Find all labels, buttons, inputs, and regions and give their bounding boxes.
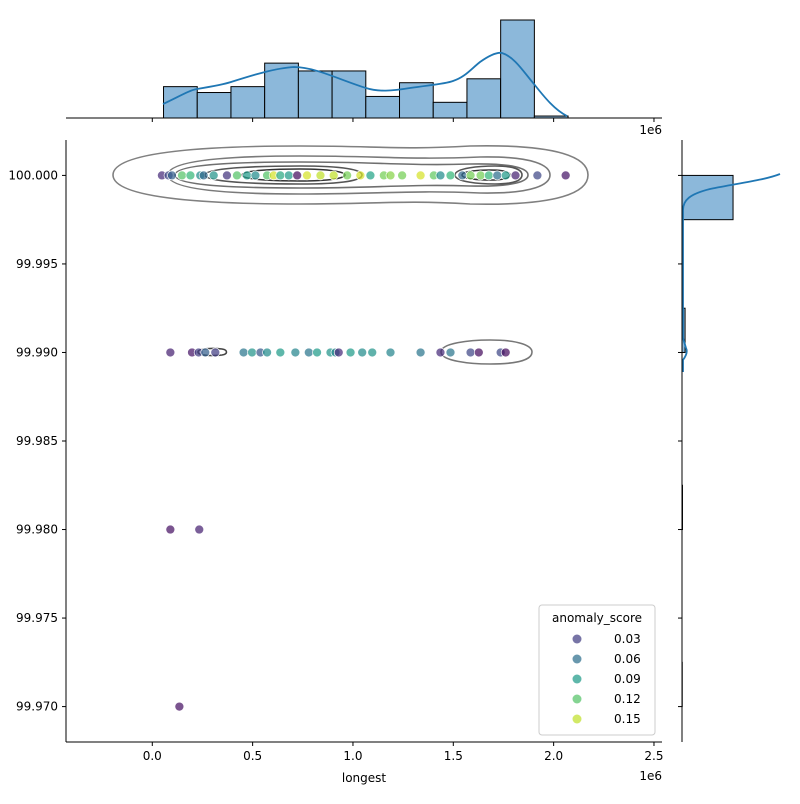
x-tick-label: 1.5 [444,749,463,763]
histogram-bar [366,96,400,118]
scatter-point [166,348,175,357]
scatter-point [304,348,313,357]
scatter-point [251,171,260,180]
y-tick-label: 99.985 [16,434,58,448]
legend-label: 0.09 [614,672,641,686]
scatter-point [195,525,204,534]
histogram-bar [433,102,467,118]
scatter-point [366,171,375,180]
y-tick-label: 100.000 [8,168,58,182]
marginal-x-histogram [163,20,568,118]
x-tick-label: 2.0 [544,749,563,763]
legend-title: anomaly_score [552,611,642,625]
scatter-point [293,171,302,180]
scatter-point [446,348,455,357]
y-tick-label: 99.990 [16,345,58,359]
x-offset-label-bottom: 1e6 [639,769,662,783]
marginal-y-histogram [682,174,780,707]
scatter-point [476,171,485,180]
scatter-point [276,348,285,357]
scatter-point [493,171,502,180]
legend-marker [573,655,582,664]
scatter-point [313,348,322,357]
scatter-point [199,171,208,180]
legend-marker [573,695,582,704]
scatter-point [436,171,445,180]
scatter-point [334,348,343,357]
y-tick-label: 99.970 [16,700,58,714]
y-tick-label: 99.975 [16,611,58,625]
legend-label: 0.06 [614,652,641,666]
scatter-point [186,171,195,180]
scatter-point [458,171,467,180]
scatter-point [466,348,475,357]
scatter-point [386,171,395,180]
scatter-point [501,348,510,357]
scatter-point [232,171,241,180]
scatter-point [166,525,175,534]
y-tick-label: 99.995 [16,257,58,271]
scatter-point [466,171,475,180]
scatter-point [501,171,510,180]
legend-label: 0.03 [614,632,641,646]
histogram-bar [231,87,265,118]
scatter-point [211,348,220,357]
scatter-point [446,171,455,180]
scatter-point [533,171,542,180]
scatter-point [511,171,520,180]
scatter-points [157,171,570,711]
histogram-bar [197,93,231,118]
scatter-point [474,348,483,357]
scatter-point [284,171,293,180]
scatter-point [316,171,325,180]
scatter-point [343,171,352,180]
legend-label: 0.15 [614,712,641,726]
scatter-point [248,348,257,357]
scatter-point [346,348,355,357]
x-tick-label: 0.5 [243,749,262,763]
scatter-point [368,348,377,357]
legend: anomaly_score 0.03 0.06 0.09 0.12 0.15 [539,605,655,735]
scatter-point [263,348,272,357]
x-axis-label: longest [342,771,387,785]
histogram-bar [467,79,501,118]
scatter-point [329,171,338,180]
histogram-bar [298,71,332,118]
x-tick-label: 2.5 [644,749,663,763]
scatter-point [416,171,425,180]
scatter-point [201,348,210,357]
x-tick-label: 1.0 [343,749,362,763]
x-tick-label: 0.0 [143,749,162,763]
scatter-point [436,348,445,357]
legend-marker [573,635,582,644]
scatter-point [398,171,407,180]
scatter-point [167,171,176,180]
legend-marker [573,675,582,684]
scatter-point [303,171,312,180]
x-offset-label-top: 1e6 [639,123,662,137]
scatter-point [291,348,300,357]
scatter-point [386,348,395,357]
scatter-point [177,171,186,180]
legend-label: 0.12 [614,692,641,706]
scatter-point [484,171,493,180]
scatter-point [358,348,367,357]
y-tick-label: 99.980 [16,523,58,537]
scatter-point [239,348,248,357]
scatter-point [209,171,218,180]
scatter-point [561,171,570,180]
scatter-point [222,171,231,180]
scatter-point [276,171,285,180]
scatter-point [175,702,184,711]
legend-marker [573,715,582,724]
scatter-point [243,171,252,180]
histogram-bar [501,20,535,118]
scatter-point [416,348,425,357]
scatter-point [356,171,365,180]
